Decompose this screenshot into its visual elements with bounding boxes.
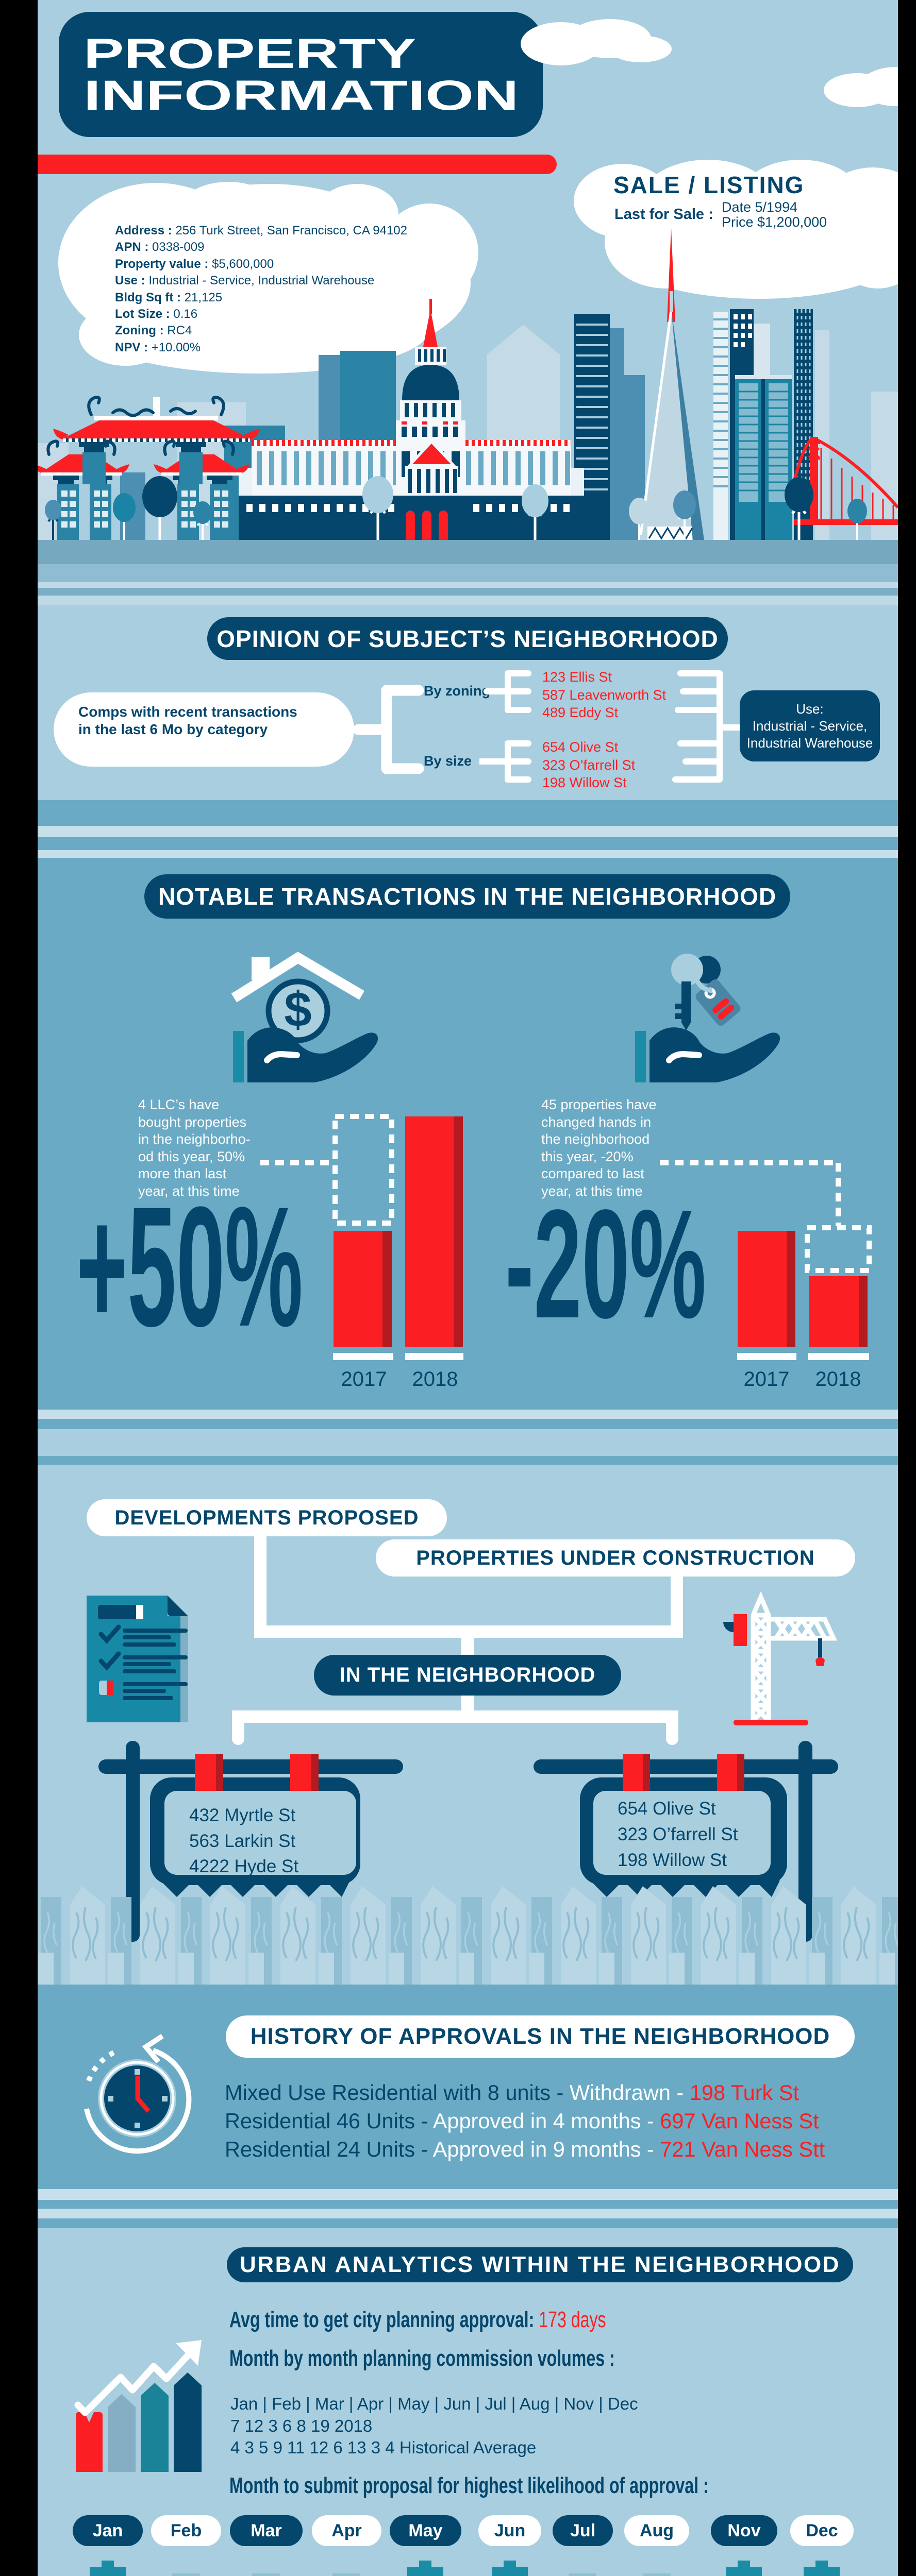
svg-text:$: $ [284, 982, 311, 1037]
